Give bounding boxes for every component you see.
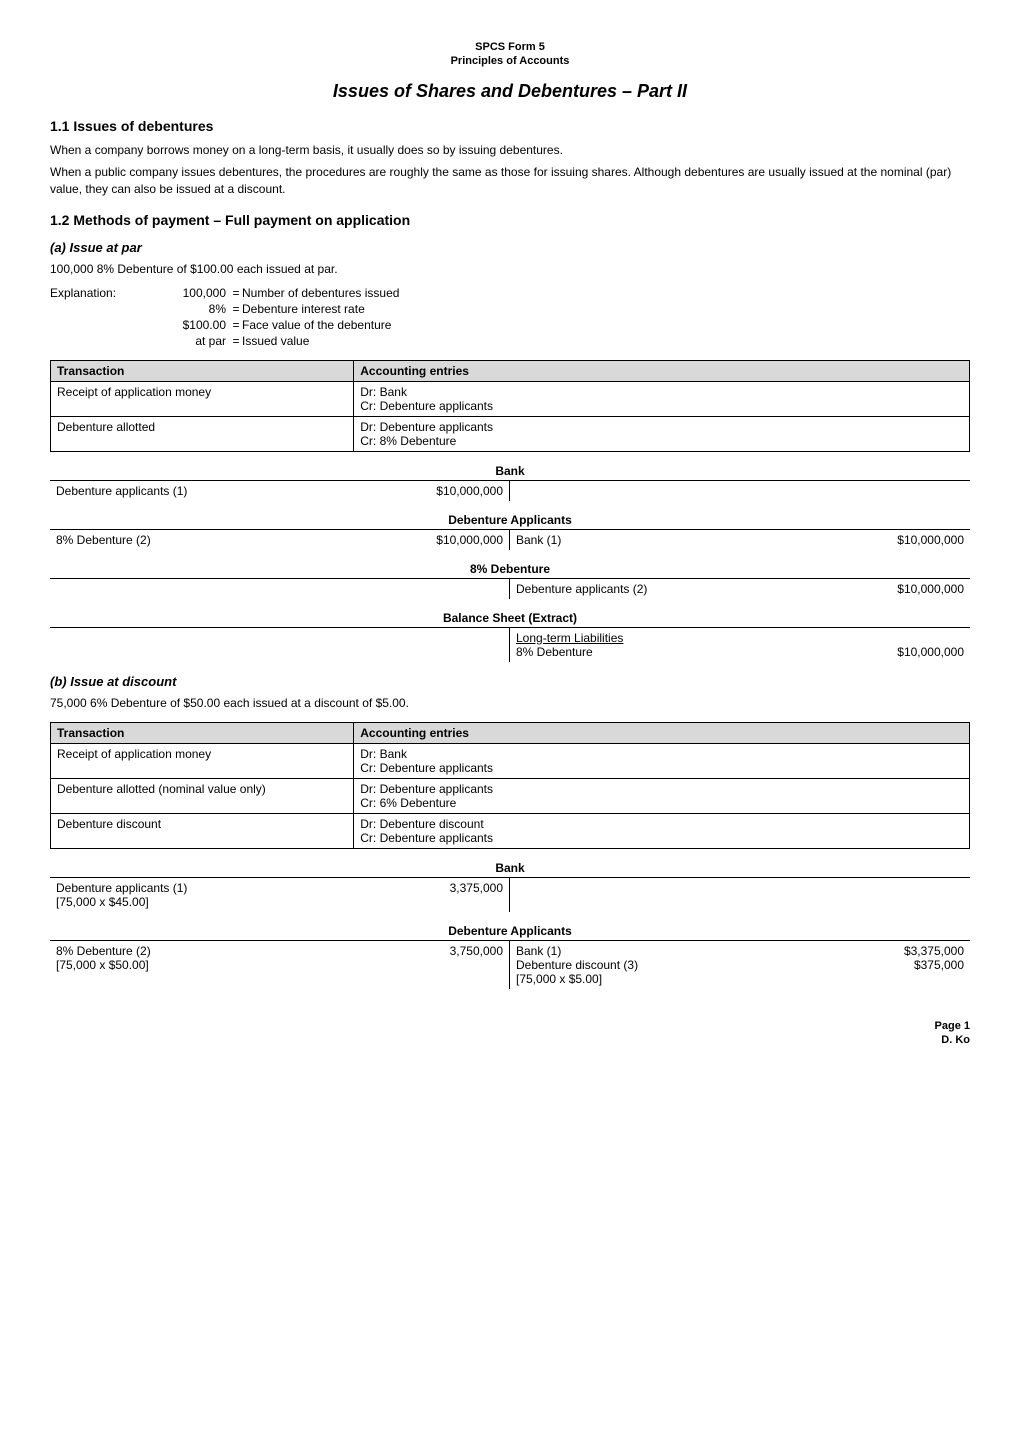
table-row: Debenture allotted Dr: Debenture applica… bbox=[51, 416, 970, 451]
section-2a-heading: (a) Issue at par bbox=[50, 240, 970, 255]
table-2a-h1: Accounting entries bbox=[354, 360, 970, 381]
taccount-da-b-l0-amt: 3,750,000 bbox=[393, 944, 503, 958]
expl-lhs-2: $100.00 bbox=[150, 318, 230, 332]
expl-eq-2: = bbox=[230, 318, 242, 332]
table-2b-r2c1: Dr: Debenture discount Cr: Debenture app… bbox=[354, 813, 970, 848]
table-row: Receipt of application money Dr: Bank Cr… bbox=[51, 743, 970, 778]
table-2b-r0c1: Dr: Bank Cr: Debenture applicants bbox=[354, 743, 970, 778]
expl-rhs-2: Face value of the debenture bbox=[242, 318, 970, 332]
section-2-heading: 1.2 Methods of payment – Full payment on… bbox=[50, 212, 970, 228]
table-2a-r0c0: Receipt of application money bbox=[51, 381, 354, 416]
expl-rhs-0: Number of debentures issued bbox=[242, 286, 970, 300]
page-title: Issues of Shares and Debentures – Part I… bbox=[50, 81, 970, 102]
taccount-da-a-r0-amt: $10,000,000 bbox=[854, 533, 964, 547]
taccount-8d-a-r0-amt: $10,000,000 bbox=[854, 582, 964, 596]
taccount-bank-a-title: Bank bbox=[50, 464, 970, 481]
expl-lhs-1: 8% bbox=[150, 302, 230, 316]
taccount-bank-a-l0-amt: $10,000,000 bbox=[393, 484, 503, 498]
taccount-da-a: Debenture Applicants 8% Debenture (2) $1… bbox=[50, 513, 970, 550]
table-2b-r0c0: Receipt of application money bbox=[51, 743, 354, 778]
taccount-da-b-r1-amt: $375,000 bbox=[854, 958, 964, 972]
table-2a: Transaction Accounting entries Receipt o… bbox=[50, 360, 970, 452]
table-2b-h1: Accounting entries bbox=[354, 722, 970, 743]
taccount-da-b-l0-desc: 8% Debenture (2) bbox=[56, 944, 381, 958]
taccount-da-a-r0-desc: Bank (1) bbox=[516, 533, 842, 547]
table-2a-r1c1: Dr: Debenture applicants Cr: 8% Debentur… bbox=[354, 416, 970, 451]
table-row: Debenture allotted (nominal value only) … bbox=[51, 778, 970, 813]
explanation-grid: Explanation: 100,000 = Number of debentu… bbox=[50, 286, 970, 348]
taccount-bank-b: Bank Debenture applicants (1) 3,375,000 … bbox=[50, 861, 970, 912]
section-1-p2: When a public company issues debentures,… bbox=[50, 164, 970, 198]
taccount-da-b-l1-desc: [75,000 x $50.00] bbox=[56, 958, 381, 972]
table-row: Receipt of application money Dr: Bank Cr… bbox=[51, 381, 970, 416]
footer-line-1: Page 1 bbox=[50, 1019, 970, 1033]
expl-eq-3: = bbox=[230, 334, 242, 348]
taccount-da-b-r2-desc: [75,000 x $5.00] bbox=[516, 972, 842, 986]
taccount-bank-a: Bank Debenture applicants (1) $10,000,00… bbox=[50, 464, 970, 501]
table-2b-r1c0: Debenture allotted (nominal value only) bbox=[51, 778, 354, 813]
taccount-da-b: Debenture Applicants 8% Debenture (2) 3,… bbox=[50, 924, 970, 989]
expl-eq-1: = bbox=[230, 302, 242, 316]
table-2b-r1c1: Dr: Debenture applicants Cr: 6% Debentur… bbox=[354, 778, 970, 813]
section-2b-heading: (b) Issue at discount bbox=[50, 674, 970, 689]
header-line-2: Principles of Accounts bbox=[50, 54, 970, 68]
taccount-8d-a-r0-desc: Debenture applicants (2) bbox=[516, 582, 842, 596]
taccount-bank-b-l0-desc: Debenture applicants (1) bbox=[56, 881, 381, 895]
taccount-bs-a-title: Balance Sheet (Extract) bbox=[50, 611, 970, 628]
page-footer: Page 1 D. Ko bbox=[50, 1019, 970, 1048]
taccount-8d-a-title: 8% Debenture bbox=[50, 562, 970, 579]
header-line-1: SPCS Form 5 bbox=[50, 40, 970, 54]
section-1-heading: 1.1 Issues of debentures bbox=[50, 118, 970, 134]
table-2a-h0: Transaction bbox=[51, 360, 354, 381]
expl-eq-0: = bbox=[230, 286, 242, 300]
taccount-bank-a-l0-desc: Debenture applicants (1) bbox=[56, 484, 381, 498]
taccount-da-b-title: Debenture Applicants bbox=[50, 924, 970, 941]
section-1-p1: When a company borrows money on a long-t… bbox=[50, 142, 970, 159]
taccount-da-a-l0-amt: $10,000,000 bbox=[393, 533, 503, 547]
taccount-da-b-r0-amt: $3,375,000 bbox=[854, 944, 964, 958]
table-row: Debenture discount Dr: Debenture discoun… bbox=[51, 813, 970, 848]
section-2a-intro: 100,000 8% Debenture of $100.00 each iss… bbox=[50, 261, 970, 278]
taccount-da-a-title: Debenture Applicants bbox=[50, 513, 970, 530]
taccount-bank-b-l0-amt: 3,375,000 bbox=[393, 881, 503, 895]
table-2b-r2c0: Debenture discount bbox=[51, 813, 354, 848]
taccount-bs-a: Balance Sheet (Extract) Long-term Liabil… bbox=[50, 611, 970, 662]
taccount-da-b-r1-desc: Debenture discount (3) bbox=[516, 958, 842, 972]
taccount-bank-b-title: Bank bbox=[50, 861, 970, 878]
taccount-bs-a-r0-amt: $10,000,000 bbox=[854, 645, 964, 659]
table-2b-h0: Transaction bbox=[51, 722, 354, 743]
table-2b: Transaction Accounting entries Receipt o… bbox=[50, 722, 970, 849]
expl-lhs-0: 100,000 bbox=[150, 286, 230, 300]
taccount-bs-a-rh: Long-term Liabilities bbox=[516, 631, 842, 645]
taccount-da-b-r0-desc: Bank (1) bbox=[516, 944, 842, 958]
explanation-label: Explanation: bbox=[50, 286, 150, 300]
expl-rhs-1: Debenture interest rate bbox=[242, 302, 970, 316]
table-2a-r1c0: Debenture allotted bbox=[51, 416, 354, 451]
taccount-da-a-l0-desc: 8% Debenture (2) bbox=[56, 533, 381, 547]
taccount-8d-a: 8% Debenture Debenture applicants (2) $1… bbox=[50, 562, 970, 599]
expl-rhs-3: Issued value bbox=[242, 334, 970, 348]
taccount-bank-b-l1-desc: [75,000 x $45.00] bbox=[56, 895, 381, 909]
expl-lhs-3: at par bbox=[150, 334, 230, 348]
section-2b-intro: 75,000 6% Debenture of $50.00 each issue… bbox=[50, 695, 970, 712]
table-2a-r0c1: Dr: Bank Cr: Debenture applicants bbox=[354, 381, 970, 416]
taccount-bs-a-r0-desc: 8% Debenture bbox=[516, 645, 842, 659]
footer-line-2: D. Ko bbox=[50, 1033, 970, 1047]
